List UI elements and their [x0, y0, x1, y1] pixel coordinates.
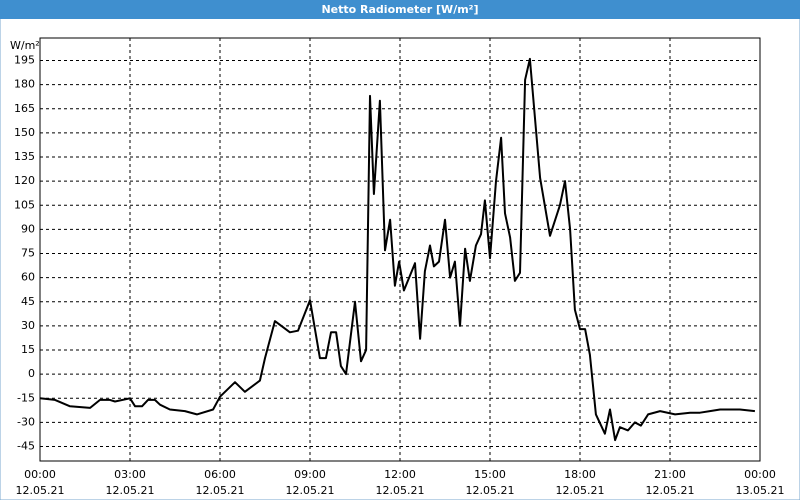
y-tick-label: -15 — [17, 391, 35, 404]
y-tick-label: -45 — [17, 440, 35, 453]
y-tick-label: 120 — [14, 174, 35, 187]
x-tick-label: 21:00 — [654, 468, 686, 481]
x-tick-date: 12.05.21 — [646, 484, 695, 497]
x-tick-date: 12.05.21 — [466, 484, 515, 497]
y-unit: W/m² — [10, 39, 40, 52]
y-tick-label: 15 — [21, 343, 35, 356]
x-tick-label: 03:00 — [114, 468, 146, 481]
x-tick-date: 12.05.21 — [376, 484, 425, 497]
y-tick-label: 135 — [14, 150, 35, 163]
y-tick-label: 0 — [28, 367, 35, 380]
chart-title: Netto Radiometer [W/m²] — [321, 3, 478, 16]
x-tick-label: 06:00 — [204, 468, 236, 481]
x-tick-label: 15:00 — [474, 468, 506, 481]
x-tick-label: 18:00 — [564, 468, 596, 481]
y-tick-label: 90 — [21, 222, 35, 235]
y-tick-label: 45 — [21, 295, 35, 308]
y-tick-label: 150 — [14, 126, 35, 139]
y-tick-label: 60 — [21, 271, 35, 284]
y-tick-label: 180 — [14, 78, 35, 91]
y-tick-label: 75 — [21, 247, 35, 260]
x-tick-date: 12.05.21 — [556, 484, 605, 497]
x-tick-date: 12.05.21 — [196, 484, 245, 497]
x-tick-label: 09:00 — [294, 468, 326, 481]
x-tick-date: 12.05.21 — [286, 484, 335, 497]
y-tick-label: 105 — [14, 198, 35, 211]
data-line — [39, 57, 756, 442]
x-tick-date: 13.05.21 — [736, 484, 785, 497]
plot-frame — [39, 37, 761, 462]
x-tick-label: 00:00 — [24, 468, 56, 481]
x-tick-label: 12:00 — [384, 468, 416, 481]
y-tick-label: 195 — [14, 54, 35, 67]
y-tick-label: -30 — [17, 415, 35, 428]
title-bar — [0, 0, 800, 19]
y-tick-label: 165 — [14, 102, 35, 115]
y-tick-label: 30 — [21, 319, 35, 332]
x-tick-label: 00:00 — [744, 468, 776, 481]
x-tick-date: 12.05.21 — [106, 484, 155, 497]
x-tick-date: 12.05.21 — [16, 484, 65, 497]
